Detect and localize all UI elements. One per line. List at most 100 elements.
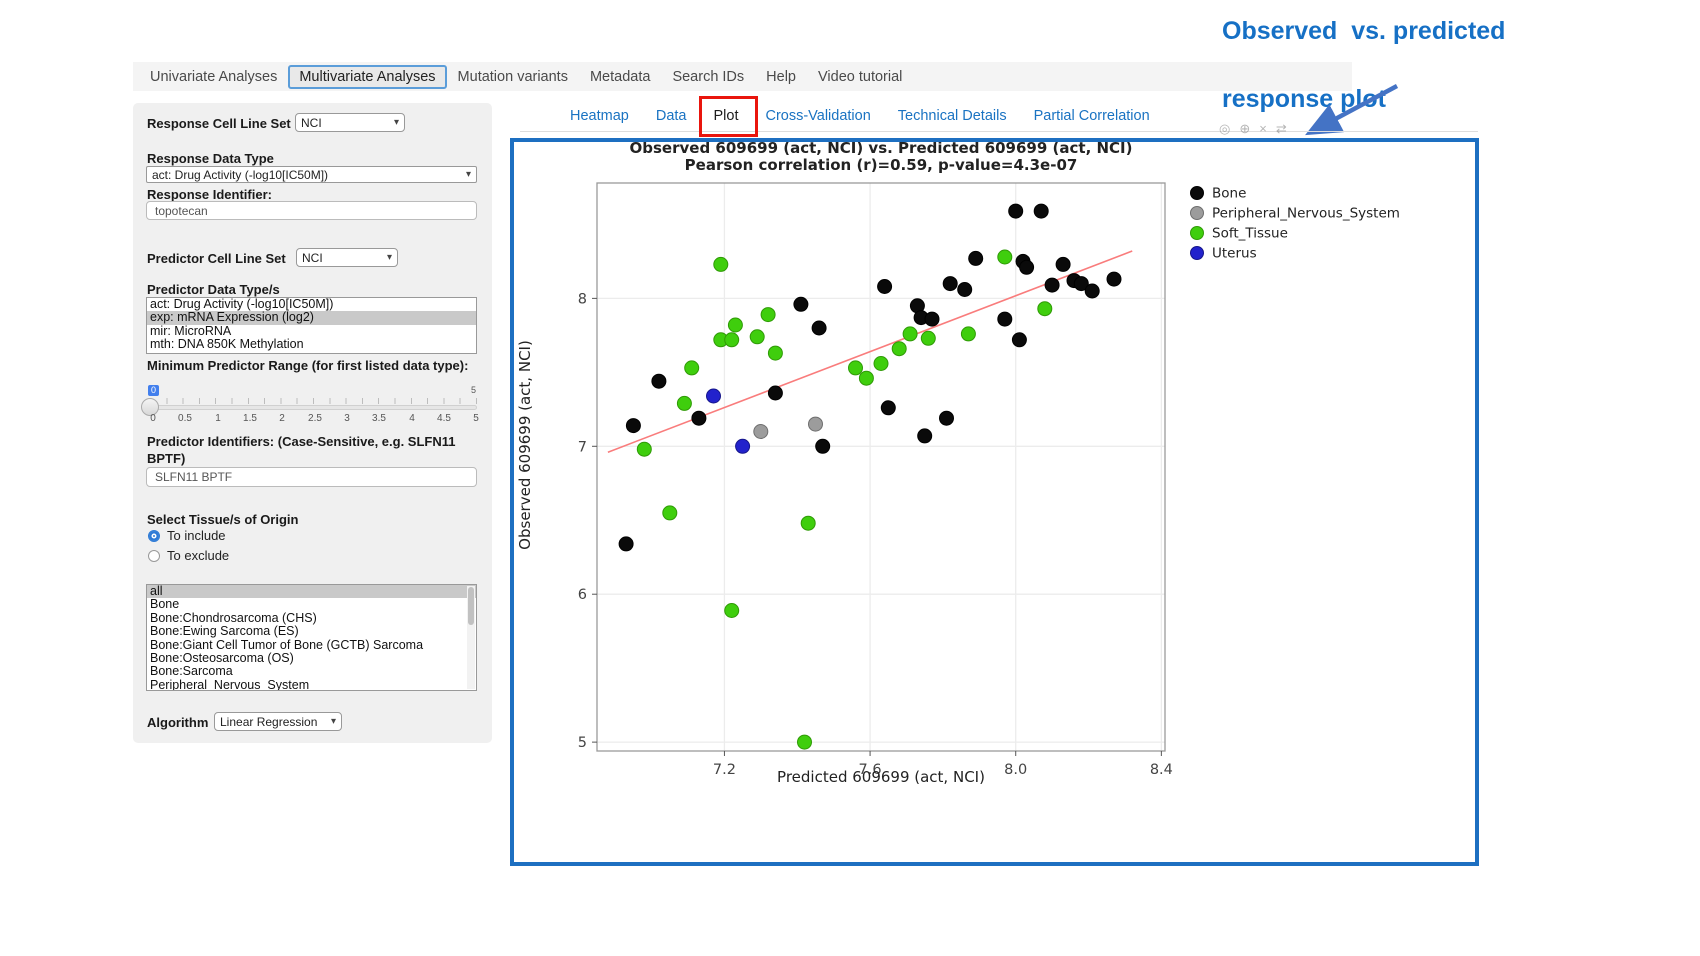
- list-item[interactable]: Bone:Sarcoma: [150, 664, 233, 679]
- scrollbar[interactable]: [467, 586, 475, 689]
- list-item[interactable]: Bone: [150, 597, 180, 612]
- list-item[interactable]: mth: DNA 850K Methylation: [150, 337, 304, 352]
- nav-tab-metadata[interactable]: Metadata: [589, 68, 651, 85]
- min-predictor-range-label: Minimum Predictor Range (for first liste…: [147, 358, 469, 373]
- algorithm-label: Algorithm: [147, 715, 209, 730]
- camera-icon[interactable]: ◎: [1219, 121, 1231, 136]
- list-item[interactable]: act: Drug Activity (-log10[IC50M]): [150, 297, 334, 311]
- slider-tick: 0: [150, 413, 156, 424]
- chevron-down-icon: ▾: [465, 169, 471, 180]
- nav-tab-mutation-variants[interactable]: Mutation variants: [457, 68, 568, 85]
- list-item[interactable]: Peripheral_Nervous_System: [150, 677, 310, 691]
- annotation-line1: Observed vs. predicted: [1222, 17, 1506, 45]
- nav-tab-video-tutorial[interactable]: Video tutorial: [818, 68, 903, 85]
- predictor-identifiers-input[interactable]: [146, 467, 477, 487]
- annotation-text: Observed vs. predicted response plot: [1222, 14, 1552, 116]
- svg-text:6: 6: [578, 587, 587, 603]
- list-item[interactable]: Bone:Osteosarcoma (OS): [150, 651, 294, 666]
- tab-heatmap[interactable]: Heatmap: [570, 108, 629, 124]
- list-item[interactable]: all: [147, 585, 476, 599]
- slider-tick: 2.5: [308, 413, 322, 424]
- list-item[interactable]: Bone:Ewing Sarcoma (ES): [150, 624, 299, 639]
- chevron-down-icon: ▾: [393, 117, 399, 128]
- predictor-cell-line-set-label: Predictor Cell Line Set: [147, 251, 286, 266]
- x-axis-label: Predicted 609699 (act, NCI): [777, 768, 985, 786]
- control-sidebar: Response Cell Line Set NCI ▾ Response Da…: [133, 103, 492, 743]
- predictor-data-types-label: Predictor Data Type/s: [147, 282, 280, 297]
- svg-text:Soft_Tissue: Soft_Tissue: [1212, 226, 1288, 242]
- tissue-origin-label: Select Tissue/s of Origin: [147, 512, 299, 527]
- response-cell-line-set-label: Response Cell Line Set: [147, 116, 291, 131]
- tab-plot[interactable]: Plot: [713, 108, 739, 124]
- response-data-type-select[interactable]: act: Drug Activity (-log10[IC50M]) ▾: [146, 166, 477, 183]
- nav-tab-search-ids[interactable]: Search IDs: [672, 68, 745, 85]
- plot-tab-highlight-box: [699, 96, 758, 137]
- scatter-points-Peripheral_Nervous_System: [753, 416, 823, 439]
- response-data-type-label: Response Data Type: [147, 151, 274, 166]
- scrollbar-thumb[interactable]: [468, 587, 474, 625]
- svg-text:5: 5: [578, 735, 587, 751]
- list-item[interactable]: Bone:Chondrosarcoma (CHS): [150, 610, 317, 625]
- reset-axes-icon[interactable]: ×: [1259, 121, 1267, 136]
- svg-text:Observed 609699 (act, NCI) vs.: Observed 609699 (act, NCI) vs. Predicted…: [630, 142, 1133, 157]
- predictor-data-types-list: act: Drug Activity (-log10[IC50M]) exp: …: [146, 297, 477, 354]
- nav-tab-univariate-analyses[interactable]: Univariate Analyses: [150, 68, 278, 85]
- algorithm-select[interactable]: Linear Regression ▾: [214, 712, 342, 731]
- slider-grid: [150, 398, 477, 404]
- top-navbar: Univariate Analyses Multivariate Analyse…: [133, 62, 1352, 91]
- nav-tab-multivariate-analyses[interactable]: Multivariate Analyses: [288, 64, 447, 89]
- slider-tick: 2: [279, 413, 285, 424]
- radio-exclude-label: To exclude: [167, 548, 230, 563]
- list-item[interactable]: Bone:Giant Cell Tumor of Bone (GCTB) Sar…: [150, 637, 424, 652]
- predictor-identifiers-label: Predictor Identifiers: (Case-Sensitive, …: [147, 434, 456, 466]
- list-item[interactable]: mir: MicroRNA: [150, 323, 232, 338]
- chevron-down-icon: ▾: [386, 252, 392, 263]
- slider-tick: 1.5: [243, 413, 257, 424]
- scatter-points-Uterus: [706, 388, 751, 454]
- svg-text:8.0: 8.0: [1004, 762, 1027, 778]
- radio-include-label: To include: [167, 528, 226, 543]
- observed-vs-predicted-scatter-plot[interactable]: 7.2 7.6 8.0 8.4 5 6 7 8 Observed 609699 (act, NC…: [514, 142, 1471, 858]
- svg-text:8.4: 8.4: [1150, 762, 1173, 778]
- response-identifier-label: Response Identifier:: [147, 187, 272, 202]
- svg-text:Uterus: Uterus: [1212, 246, 1257, 262]
- scatter-points-Soft_Tissue: [636, 249, 1053, 750]
- tab-technical-details[interactable]: Technical Details: [897, 108, 1007, 124]
- response-identifier-input[interactable]: [146, 201, 477, 220]
- nav-tab-help[interactable]: Help: [766, 68, 796, 85]
- svg-text:7: 7: [578, 439, 587, 455]
- svg-text:Bone: Bone: [1212, 186, 1246, 202]
- slider-handle[interactable]: [141, 398, 159, 416]
- y-axis-label: Observed 609699 (act, NCI): [516, 340, 534, 550]
- legend: Bone Peripheral_Nervous_System Soft_Tissue…: [1190, 186, 1400, 262]
- predictor-cell-line-set-value: NCI: [302, 250, 323, 265]
- list-item[interactable]: exp: mRNA Expression (log2): [147, 310, 476, 325]
- radio-to-include[interactable]: To include: [148, 528, 226, 543]
- response-cell-line-set-value: NCI: [301, 115, 322, 130]
- tissue-list: all Bone Bone:Chondrosarcoma (CHS) Bone:…: [146, 584, 477, 691]
- predictor-cell-line-set-select[interactable]: NCI ▾: [296, 248, 398, 267]
- scatter-points-Bone: [618, 203, 1122, 552]
- algorithm-value: Linear Regression: [220, 714, 318, 729]
- slider-tick: 5: [473, 413, 479, 424]
- pan-icon[interactable]: ⇄: [1275, 121, 1287, 136]
- slider-tick: 3.5: [372, 413, 386, 424]
- tab-data[interactable]: Data: [655, 108, 687, 124]
- slider-tick: 3: [344, 413, 350, 424]
- svg-text:7.2: 7.2: [713, 762, 736, 778]
- slider-value-badge: 0: [148, 385, 160, 396]
- slider-tick: 0.5: [178, 413, 192, 424]
- radio-to-exclude[interactable]: To exclude: [148, 548, 229, 563]
- tab-cross-validation[interactable]: Cross-Validation: [765, 108, 871, 124]
- tab-partial-correlation[interactable]: Partial Correlation: [1033, 108, 1150, 124]
- min-predictor-range-slider[interactable]: [150, 405, 477, 410]
- slider-tick: 4.5: [437, 413, 451, 424]
- svg-text:8: 8: [578, 291, 587, 307]
- zoom-icon[interactable]: ⊕: [1239, 121, 1251, 136]
- svg-text:Peripheral_Nervous_System: Peripheral_Nervous_System: [1212, 206, 1400, 222]
- response-cell-line-set-select[interactable]: NCI ▾: [295, 113, 405, 132]
- plot-modebar: ◎ ⊕ × ⇄: [1219, 121, 1287, 137]
- result-subtabs: Heatmap Data Plot Cross-Validation Techn…: [520, 101, 1478, 132]
- annotation-arrow: [1305, 84, 1399, 136]
- slider-tick: 4: [409, 413, 415, 424]
